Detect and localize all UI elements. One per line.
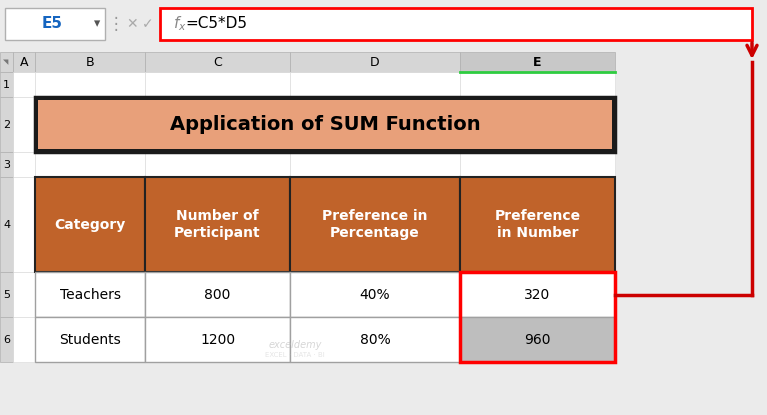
Bar (145, 72, 290, 97)
Bar (13, 52, 35, 72)
Bar (145, 317, 290, 362)
Text: E: E (533, 56, 542, 68)
Bar (13, 72, 35, 97)
Bar (35, 177, 145, 272)
Text: Students: Students (59, 332, 121, 347)
Bar (290, 272, 460, 317)
Text: ▾: ▾ (94, 17, 100, 30)
Bar (460, 317, 615, 362)
Bar (290, 272, 460, 317)
Bar (145, 152, 290, 177)
Text: ◥: ◥ (3, 59, 8, 65)
Text: Preference in
Percentage: Preference in Percentage (322, 210, 428, 239)
Bar (0, 72, 13, 97)
Bar (290, 177, 460, 272)
Text: 5: 5 (3, 290, 10, 300)
Bar (145, 97, 290, 152)
Text: 40%: 40% (360, 288, 390, 302)
Bar (35, 152, 145, 177)
Bar (0, 97, 13, 152)
Bar (160, 8, 752, 40)
Text: 960: 960 (525, 332, 551, 347)
Bar (290, 97, 460, 152)
Text: 1: 1 (3, 80, 10, 90)
Bar (35, 272, 145, 317)
Bar (290, 177, 460, 272)
Bar (13, 317, 35, 362)
Text: 2: 2 (3, 120, 10, 129)
Bar (290, 317, 460, 362)
Text: 800: 800 (204, 288, 231, 302)
Bar (0, 152, 13, 177)
Bar (290, 152, 460, 177)
Bar (460, 177, 615, 272)
Bar (38, 100, 612, 149)
Bar (290, 72, 460, 97)
Text: E5: E5 (41, 17, 62, 32)
Text: 320: 320 (525, 288, 551, 302)
Bar (35, 317, 145, 362)
Bar (35, 52, 145, 72)
Bar (13, 97, 35, 152)
Text: B: B (86, 56, 94, 68)
Bar (0, 272, 13, 317)
Bar (0, 52, 13, 72)
Bar (460, 317, 615, 362)
Bar (290, 317, 460, 362)
Bar (35, 177, 145, 272)
Text: 1200: 1200 (200, 332, 235, 347)
Bar (460, 97, 615, 152)
Bar (35, 317, 145, 362)
Bar (5, 8, 105, 40)
Bar (460, 152, 615, 177)
Bar (145, 52, 290, 72)
Text: 3: 3 (3, 159, 10, 169)
Bar (13, 272, 35, 317)
Text: 4: 4 (3, 220, 10, 229)
Text: ✓: ✓ (142, 17, 154, 31)
Bar (145, 272, 290, 317)
Text: Application of SUM Function: Application of SUM Function (170, 115, 480, 134)
Text: C: C (213, 56, 222, 68)
Text: D: D (370, 56, 380, 68)
Bar (460, 272, 615, 317)
Text: EXCEL · DATA · BI: EXCEL · DATA · BI (265, 352, 325, 357)
Bar (35, 72, 145, 97)
Bar (460, 52, 615, 72)
Bar (35, 272, 145, 317)
Bar (145, 177, 290, 272)
Bar (13, 152, 35, 177)
Text: 6: 6 (3, 334, 10, 344)
Bar (35, 97, 615, 152)
Bar (35, 97, 145, 152)
Text: exceldemy: exceldemy (268, 339, 321, 349)
Bar (460, 72, 615, 97)
Text: Number of
Perticipant: Number of Perticipant (174, 210, 261, 239)
Bar (0, 177, 13, 272)
Bar (13, 177, 35, 272)
Bar (145, 272, 290, 317)
Text: 80%: 80% (360, 332, 390, 347)
Text: Teachers: Teachers (60, 288, 120, 302)
Text: Preference
in Number: Preference in Number (495, 210, 581, 239)
Bar (460, 177, 615, 272)
Text: Category: Category (54, 217, 126, 232)
Bar (0, 317, 13, 362)
Text: A: A (20, 56, 28, 68)
Bar (460, 272, 615, 362)
Bar (290, 52, 460, 72)
Bar (145, 177, 290, 272)
Text: ✕: ✕ (127, 17, 138, 31)
Text: =C5*D5: =C5*D5 (185, 17, 247, 32)
Text: ⋮: ⋮ (107, 15, 124, 33)
Bar (145, 317, 290, 362)
Bar (460, 272, 615, 317)
Text: $f_x$: $f_x$ (173, 15, 187, 33)
